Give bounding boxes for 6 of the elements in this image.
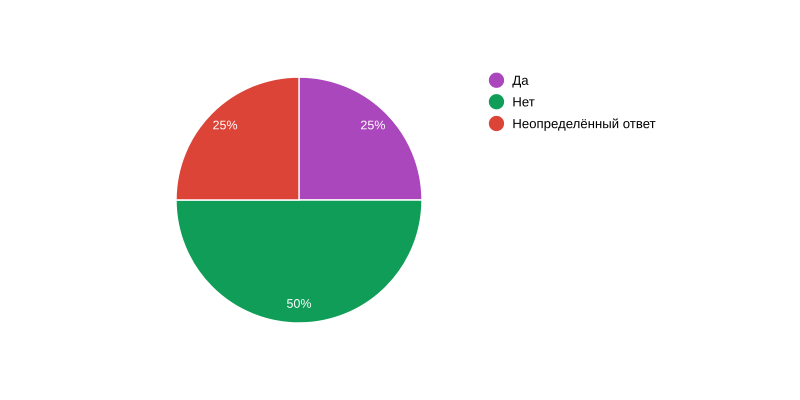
legend-label: Нет	[513, 97, 535, 107]
legend-label: Да	[512, 76, 529, 88]
data-label: 25%	[361, 120, 385, 130]
data-label: 25%	[213, 120, 238, 130]
data-label: 50%	[286, 299, 312, 308]
legend-label: Неопределённый ответ	[513, 118, 656, 131]
